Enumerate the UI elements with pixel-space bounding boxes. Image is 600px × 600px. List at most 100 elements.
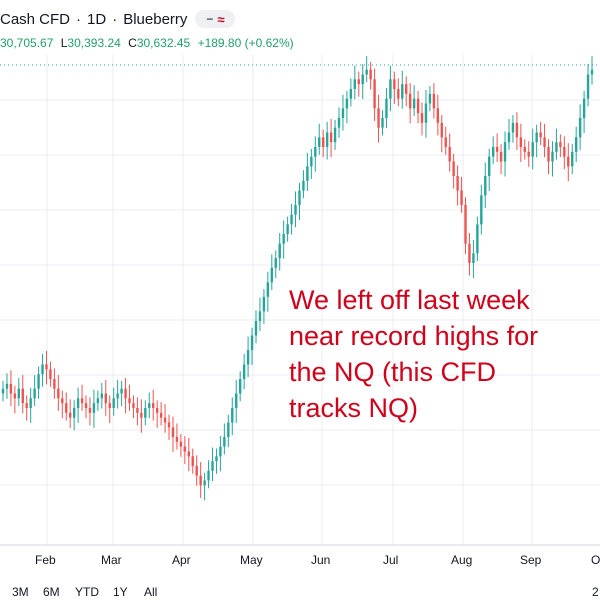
candle-body bbox=[159, 412, 163, 418]
candle-body bbox=[535, 132, 538, 143]
candle-body bbox=[543, 137, 546, 147]
open-value: 30,705.67 bbox=[0, 36, 54, 50]
candle-body bbox=[507, 132, 511, 143]
candle-body bbox=[531, 142, 534, 157]
candle-body bbox=[397, 89, 400, 99]
candle-body bbox=[175, 437, 179, 442]
candle-body bbox=[231, 408, 234, 423]
candle-body bbox=[258, 311, 262, 321]
candle-body bbox=[227, 422, 230, 437]
candle-body bbox=[444, 137, 447, 147]
candle-body bbox=[108, 403, 111, 408]
candle-body bbox=[5, 383, 9, 389]
candle-body bbox=[88, 408, 92, 413]
range-button-ytd[interactable]: YTD bbox=[75, 585, 99, 599]
candle-body bbox=[262, 296, 266, 312]
candle-body bbox=[80, 398, 84, 404]
candle-body bbox=[13, 393, 17, 399]
candle-body bbox=[361, 74, 364, 85]
symbol-name[interactable]: Cash CFD bbox=[0, 10, 71, 28]
candle-body bbox=[412, 98, 416, 109]
candle-body bbox=[235, 393, 238, 408]
candle-body bbox=[420, 113, 424, 123]
range-button-all[interactable]: All bbox=[144, 585, 158, 599]
candle-body bbox=[389, 79, 392, 99]
candle-body bbox=[480, 195, 483, 225]
right-edge-text: 2 bbox=[592, 585, 599, 599]
candle-body bbox=[503, 142, 507, 162]
close-value: 30,632.45 bbox=[136, 36, 191, 50]
candle-body bbox=[9, 383, 13, 394]
candle-body bbox=[440, 122, 443, 138]
range-button-6m[interactable]: 6M bbox=[43, 585, 60, 599]
candle-body bbox=[432, 93, 436, 109]
candle-body bbox=[555, 142, 558, 152]
candle-body bbox=[357, 79, 360, 85]
candle-body bbox=[436, 108, 440, 123]
candle-body bbox=[1, 388, 5, 394]
candle-body bbox=[586, 74, 590, 99]
candle-body bbox=[294, 205, 297, 215]
candle-body bbox=[302, 180, 305, 191]
candle-body bbox=[329, 132, 333, 143]
candle-body bbox=[167, 422, 171, 428]
x-axis-label-mar: Mar bbox=[101, 553, 122, 567]
candle-body bbox=[424, 103, 428, 123]
candle-body bbox=[499, 151, 503, 162]
x-axis-label-sep: Sep bbox=[520, 553, 542, 567]
candle-body bbox=[163, 417, 167, 423]
candle-body bbox=[405, 84, 408, 94]
candle-body bbox=[242, 364, 246, 379]
candle-body bbox=[215, 456, 218, 462]
interval-label[interactable]: 1D bbox=[87, 10, 107, 28]
candle-body bbox=[349, 89, 353, 99]
candle-body bbox=[219, 446, 222, 457]
candle-body bbox=[69, 412, 72, 418]
candle-body bbox=[132, 403, 135, 408]
candle-body bbox=[321, 137, 325, 147]
range-button-1y[interactable]: 1Y bbox=[113, 585, 128, 599]
candle-body bbox=[325, 132, 329, 147]
candle-body bbox=[365, 69, 368, 75]
candle-body bbox=[416, 98, 420, 114]
x-axis-label-aug: Aug bbox=[451, 553, 473, 567]
candle-body bbox=[571, 151, 574, 167]
approx-icon: ≈ bbox=[217, 11, 225, 27]
candle-body bbox=[155, 408, 159, 413]
candle-body bbox=[250, 335, 254, 350]
candle-body bbox=[61, 398, 64, 404]
x-axis-label-may: May bbox=[240, 553, 263, 567]
status-badge[interactable]: − ≈ bbox=[195, 10, 236, 28]
range-button-3m[interactable]: 3M bbox=[12, 585, 29, 599]
candle-body bbox=[112, 398, 115, 408]
annotation-line: tracks NQ) bbox=[289, 393, 419, 423]
candle-body bbox=[488, 156, 491, 176]
candle-body bbox=[37, 374, 40, 389]
candle-body bbox=[310, 156, 313, 167]
candle-body bbox=[270, 267, 274, 283]
candle-body bbox=[574, 137, 578, 152]
candle-body bbox=[590, 69, 594, 75]
candle-body bbox=[519, 137, 523, 147]
candle-body bbox=[49, 369, 52, 379]
minus-icon: − bbox=[206, 12, 214, 26]
candle-body bbox=[401, 84, 404, 99]
candle-body bbox=[254, 321, 258, 336]
candle-body bbox=[124, 388, 127, 399]
candle-body bbox=[140, 412, 143, 418]
candle-body bbox=[468, 243, 471, 263]
annotation-line: We left off last week bbox=[289, 285, 530, 315]
candle-body bbox=[25, 403, 28, 408]
candle-body bbox=[369, 69, 372, 80]
candle-body bbox=[274, 258, 277, 268]
candle-body bbox=[539, 132, 542, 138]
candle-body bbox=[100, 393, 104, 399]
candle-body bbox=[199, 475, 202, 486]
candle-body bbox=[559, 142, 562, 147]
candle-body bbox=[495, 147, 499, 152]
chart-title-row: Cash CFD · 1D · Blueberry − ≈ bbox=[0, 8, 236, 30]
candle-body bbox=[448, 147, 451, 162]
annotation-line: near record highs for bbox=[289, 321, 539, 351]
low-value: 30,393.24 bbox=[67, 36, 121, 50]
